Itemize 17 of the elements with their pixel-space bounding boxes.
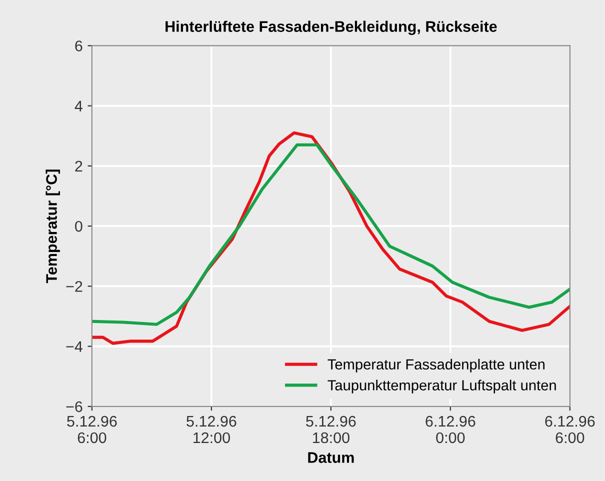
x-tick-label: 6.12.96 0:00 — [426, 416, 476, 444]
y-tick-label: 4 — [74, 100, 82, 112]
y-axis-title: Temperatur [°C] — [46, 170, 60, 284]
y-tick-label: 6 — [75, 40, 82, 52]
x-axis-title: Datum — [308, 452, 354, 463]
y-tick-label: −6 — [66, 401, 82, 412]
y-tick-label: 2 — [75, 160, 82, 172]
chart-title: Hinterlüftete Fassaden-Bekleidung, Rückseite — [166, 20, 497, 36]
legend-label: Taupunkttemperatur Luftspalt unten — [328, 380, 556, 394]
y-tick-label: −4 — [66, 341, 82, 352]
y-tick-label: 0 — [75, 220, 82, 232]
x-tick-label: 6.12.96 6:00 — [545, 416, 595, 444]
x-tick-label: 5.12.96 6:00 — [67, 416, 117, 444]
legend-label: Temperatur Fassadenplatte unten — [328, 358, 544, 372]
x-tick-label: 5.12.96 18:00 — [306, 416, 356, 444]
x-tick-label: 5.12.96 12:00 — [186, 416, 236, 444]
y-tick-label: −2 — [66, 281, 82, 292]
